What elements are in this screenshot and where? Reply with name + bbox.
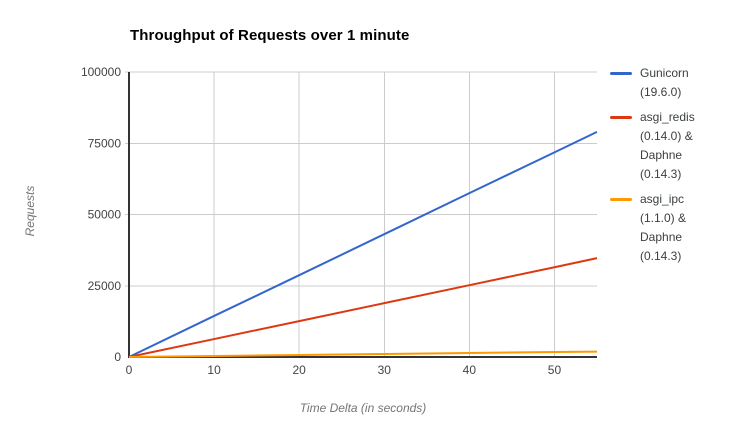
legend-swatch bbox=[610, 198, 632, 201]
x-tick-label: 0 bbox=[126, 363, 133, 377]
chart-title: Throughput of Requests over 1 minute bbox=[130, 27, 410, 44]
x-tick-label: 30 bbox=[378, 363, 392, 377]
legend-swatch bbox=[610, 116, 632, 119]
x-tick-label: 50 bbox=[548, 363, 562, 377]
y-tick-label: 0 bbox=[114, 350, 121, 364]
x-tick-label: 10 bbox=[207, 363, 221, 377]
legend-entry: asgi_redis (0.14.0) & Daphne (0.14.3) bbox=[610, 108, 710, 184]
series-line bbox=[128, 257, 598, 358]
x-axis-title: Time Delta (in seconds) bbox=[299, 401, 427, 415]
legend-label: asgi_ipc (1.1.0) & Daphne (0.14.3) bbox=[640, 192, 687, 263]
y-tick-label: 50000 bbox=[88, 208, 122, 222]
x-tick-label: 40 bbox=[463, 363, 477, 377]
legend-label: asgi_redis (0.14.0) & Daphne (0.14.3) bbox=[640, 110, 695, 181]
legend-entry: Gunicorn (19.6.0) bbox=[610, 64, 710, 102]
y-tick-label: 25000 bbox=[88, 279, 122, 293]
series-line bbox=[128, 350, 598, 358]
x-tick-label: 20 bbox=[293, 363, 307, 377]
legend-swatch bbox=[610, 72, 632, 75]
legend: Gunicorn (19.6.0) asgi_redis (0.14.0) & D… bbox=[610, 64, 710, 272]
y-tick-label: 100000 bbox=[81, 65, 121, 79]
y-tick-label: 75000 bbox=[88, 136, 122, 150]
legend-label: Gunicorn (19.6.0) bbox=[640, 66, 689, 99]
series-line bbox=[128, 130, 598, 358]
legend-entry: asgi_ipc (1.1.0) & Daphne (0.14.3) bbox=[610, 190, 710, 266]
